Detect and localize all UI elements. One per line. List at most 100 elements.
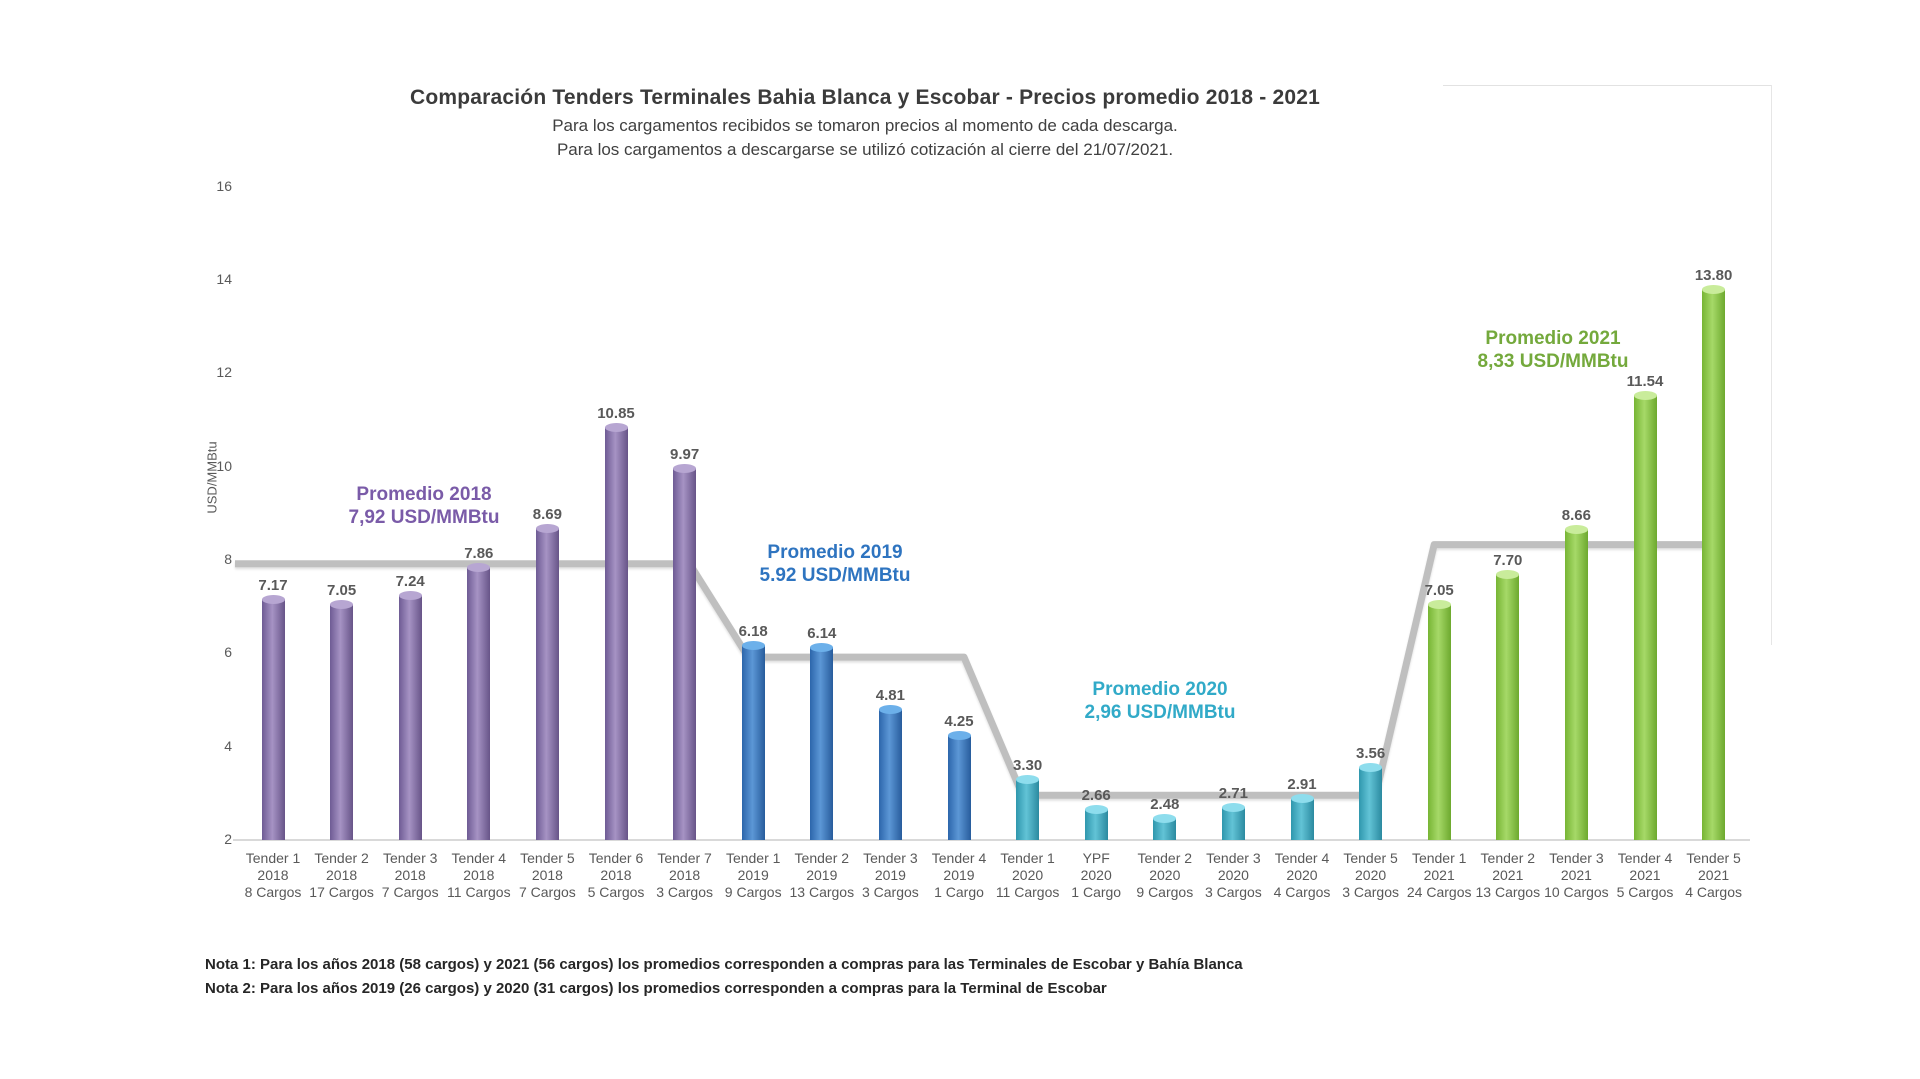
bar-top-cap — [1221, 802, 1245, 812]
x-axis-label-tender-3-2021: Tender 3 2021 10 Cargos — [1544, 850, 1609, 900]
bar-tender-7-2018 — [673, 464, 697, 840]
bar-top-cap — [1496, 570, 1520, 579]
bar-tender-5-2021 — [1702, 285, 1726, 840]
bar-value-label-tender-3-2021: 8.66 — [1561, 507, 1591, 525]
bar-top-cap — [1016, 775, 1040, 785]
bar-tender-3-2020 — [1221, 802, 1245, 840]
x-axis-label-tender-5-2021: Tender 5 2021 4 Cargos — [1685, 850, 1742, 900]
bar-top-cap — [1564, 525, 1588, 535]
bar-top-cap — [398, 591, 422, 601]
note-1: Nota 1: Para los años 2018 (58 cargos) y… — [205, 956, 1243, 973]
bar-top-cap — [810, 642, 834, 652]
average-line-path — [235, 541, 1719, 799]
bar-value-label-ypf-2020: 2.66 — [1081, 787, 1111, 805]
picture-border-top — [1443, 85, 1772, 86]
bar-value-label-tender-3-2020: 2.71 — [1218, 784, 1248, 802]
x-axis-label-tender-6-2018: Tender 6 2018 5 Cargos — [587, 850, 645, 900]
x-axis-label-tender-4-2018: Tender 4 2018 11 Cargos — [447, 850, 511, 900]
y-axis-tick-14: 14 — [216, 271, 232, 288]
bar-value-label-tender-6-2018: 10.85 — [597, 405, 635, 422]
bar-tender-2-2018 — [330, 600, 354, 840]
x-axis-label-tender-4-2021: Tender 4 2021 5 Cargos — [1616, 850, 1674, 900]
y-axis-tick-16: 16 — [216, 177, 232, 194]
bar-top-cap — [261, 594, 285, 604]
bar-top-cap — [1359, 763, 1383, 773]
bar-value-label-tender-1-2020: 3.30 — [1012, 757, 1043, 775]
bar-tender-2-2019 — [810, 642, 834, 840]
promedio-annotation-2019: Promedio 2019 5.92 USD/MMBtu — [759, 542, 911, 586]
bar-top-cap — [878, 704, 902, 714]
y-axis-tick-2: 2 — [224, 831, 232, 847]
bar-top-cap — [535, 523, 559, 533]
bar-top-cap — [467, 562, 491, 572]
x-axis-label-tender-2-2020: Tender 2 2020 9 Cargos — [1136, 850, 1194, 900]
x-axis-label-tender-5-2020: Tender 5 2020 3 Cargos — [1342, 850, 1399, 900]
x-axis-label-tender-7-2018: Tender 7 2018 3 Cargos — [656, 850, 713, 900]
footnotes: Nota 1: Para los años 2018 (58 cargos) y… — [205, 953, 1605, 1001]
bar-tender-1-2018 — [261, 594, 285, 840]
bar-tender-4-2021 — [1633, 390, 1657, 840]
x-axis-label-ypf-2020: YPF 2020 1 Cargo — [1071, 850, 1122, 900]
bar-top-cap — [1084, 805, 1108, 815]
bar-top-cap — [673, 464, 697, 474]
bar-top-cap — [1153, 813, 1177, 823]
bar-top-cap — [1290, 793, 1314, 803]
bar-top-cap — [1702, 285, 1726, 295]
bar-value-label-tender-4-2018: 7.86 — [464, 544, 494, 562]
bar-top-cap — [741, 640, 765, 650]
x-axis-label-tender-1-2018: Tender 1 2018 8 Cargos — [244, 850, 302, 900]
bar-tender-4-2018 — [467, 562, 491, 840]
bar-tender-6-2018 — [604, 423, 628, 840]
promedio-annotation-2020: Promedio 2020 2,96 USD/MMBtu — [1084, 679, 1236, 723]
chart-title: Comparación Tenders Terminales Bahia Bla… — [409, 86, 1321, 109]
y-axis-tick-12: 12 — [216, 364, 232, 381]
bar-tender-1-2019 — [741, 640, 765, 840]
bar-value-label-tender-3-2018: 7.24 — [395, 573, 425, 591]
bar-value-label-tender-4-2020: 2.91 — [1287, 775, 1317, 793]
bar-tender-4-2020 — [1290, 793, 1314, 840]
bar-value-label-tender-5-2020: 3.56 — [1355, 745, 1386, 763]
x-axis-label-tender-2-2021: Tender 2 2021 13 Cargos — [1475, 850, 1541, 900]
y-axis-tick-4: 4 — [224, 737, 232, 754]
x-axis-label-tender-3-2018: Tender 3 2018 7 Cargos — [381, 850, 439, 900]
x-axis-label-tender-1-2020: Tender 1 2020 11 Cargos — [995, 850, 1060, 900]
bar-top-cap — [330, 600, 354, 610]
bar-value-label-tender-5-2018: 8.69 — [532, 505, 562, 523]
bar-tender-5-2018 — [535, 523, 559, 840]
bar-tender-2-2020 — [1153, 813, 1177, 840]
x-axis-label-tender-1-2019: Tender 1 2019 9 Cargos — [724, 850, 782, 900]
y-axis-tick-6: 6 — [224, 644, 232, 661]
y-axis-tick-10: 10 — [216, 457, 232, 474]
bar-tender-4-2019 — [947, 731, 971, 840]
bar-value-label-tender-4-2021: 11.54 — [1626, 372, 1664, 390]
promedio-annotation-2018: Promedio 2018 7,92 USD/MMBtu — [348, 484, 500, 528]
bar-value-label-tender-7-2018: 9.97 — [669, 446, 700, 464]
bar-value-label-tender-4-2019: 4.25 — [944, 713, 974, 730]
bar-tender-3-2018 — [398, 591, 422, 840]
x-axis-line — [233, 839, 1750, 841]
x-axis-label-tender-3-2019: Tender 3 2019 3 Cargos — [861, 850, 919, 900]
bar-tender-1-2020 — [1016, 775, 1040, 840]
bar-value-label-tender-2-2019: 6.14 — [807, 624, 837, 642]
chart-subtitle-line-2: Para los cargamentos a descargarse se ut… — [556, 140, 1174, 159]
bar-value-label-tender-1-2021: 7.05 — [1424, 582, 1454, 600]
bar-tender-5-2020 — [1359, 763, 1383, 840]
bar-value-label-tender-2-2018: 7.05 — [326, 582, 357, 600]
bar-tender-2-2021 — [1496, 570, 1520, 840]
x-axis-label-tender-2-2018: Tender 2 2018 17 Cargos — [309, 850, 374, 900]
promedio-annotation-2021: Promedio 2021 8,33 USD/MMBtu — [1477, 328, 1629, 372]
x-axis-label-tender-3-2020: Tender 3 2020 3 Cargos — [1204, 850, 1262, 900]
bar-ypf-2020 — [1084, 805, 1108, 840]
bar-value-label-tender-1-2018: 7.17 — [258, 576, 288, 594]
bar-top-cap — [1427, 600, 1451, 610]
x-axis-label-tender-1-2021: Tender 1 2021 24 Cargos — [1406, 850, 1472, 900]
bar-value-label-tender-3-2019: 4.81 — [875, 686, 905, 704]
bar-top-cap — [604, 423, 628, 432]
x-axis-label-tender-4-2020: Tender 4 2020 4 Cargos — [1273, 850, 1331, 900]
chart-subtitle-line-1: Para los cargamentos recibidos se tomaro… — [552, 116, 1178, 135]
bar-tender-3-2021 — [1564, 525, 1588, 840]
note-2: Nota 2: Para los años 2019 (26 cargos) y… — [205, 980, 1107, 997]
bar-top-cap — [1633, 390, 1657, 400]
